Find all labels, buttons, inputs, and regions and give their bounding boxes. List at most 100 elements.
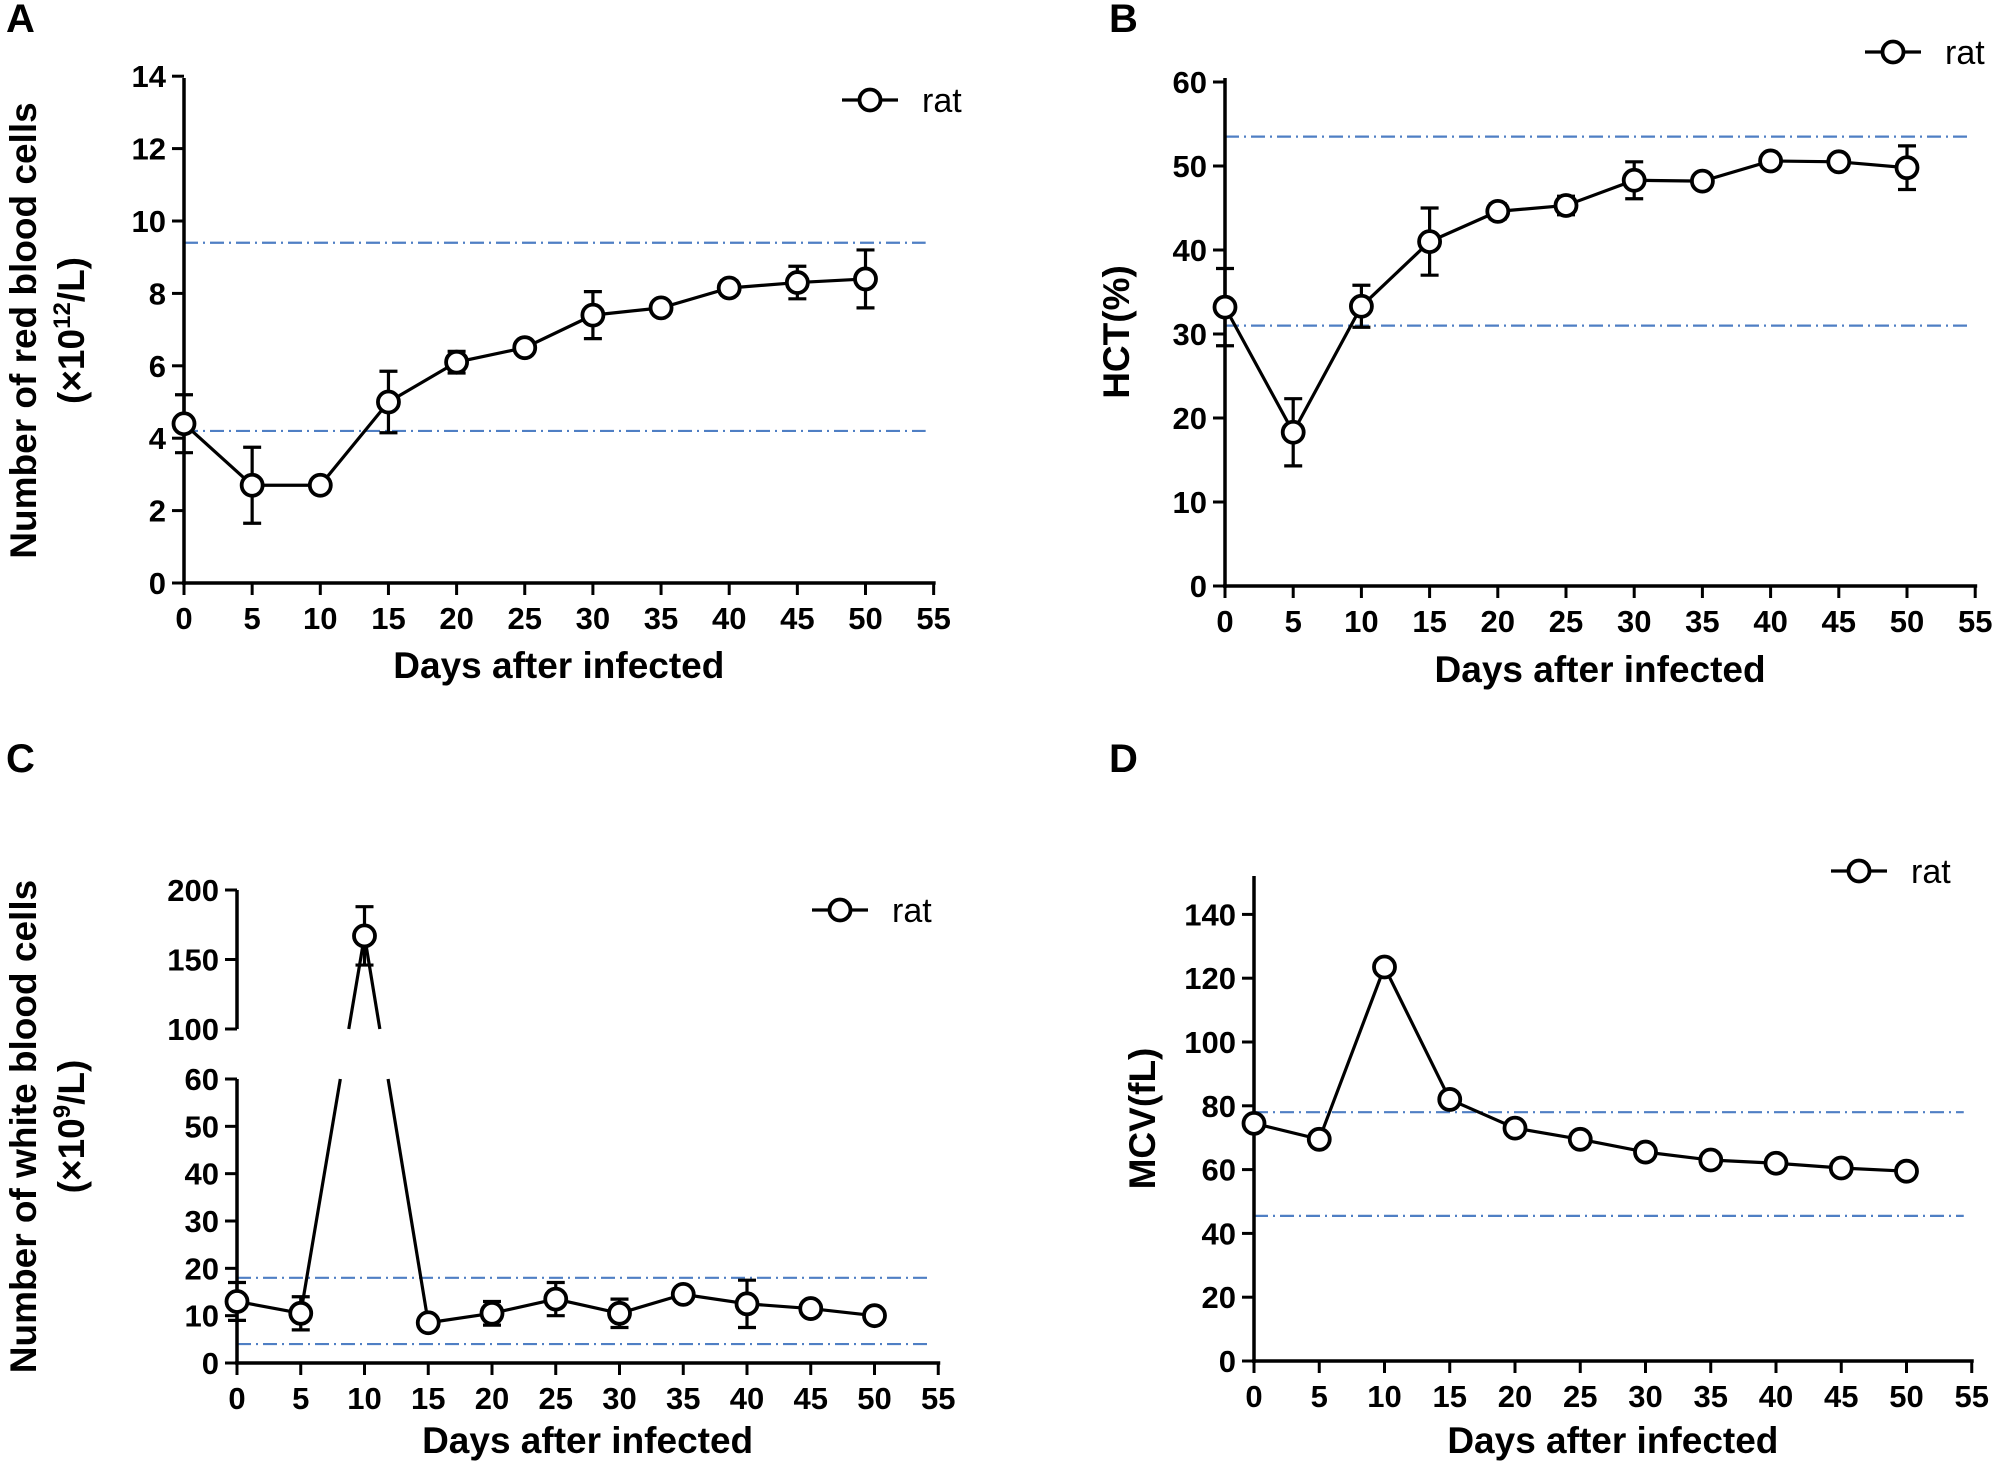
data-point <box>1553 193 1579 218</box>
x-axis-title: Days after infected <box>422 1420 753 1461</box>
x-tick-label: 25 <box>508 601 542 636</box>
y-tick-label: 80 <box>1202 1089 1236 1124</box>
y-axis-unit: (×1012/L) <box>49 257 92 404</box>
y-tick-label: 0 <box>1190 569 1207 604</box>
data-point <box>415 1310 441 1336</box>
panel-a-rbc-chart: A 0 5 10 15 20 25 30 35 40 45 50 55 0 2 4 6 8 10 12 14 Days … <box>0 0 1001 739</box>
y-tick-label: 50 <box>185 1109 219 1144</box>
y-tick-label: 20 <box>185 1251 219 1286</box>
y-tick-label: 40 <box>1202 1216 1236 1251</box>
data-point <box>543 1286 569 1312</box>
data-point <box>784 270 810 295</box>
data-point <box>1417 229 1443 255</box>
panel-a-svg: A 0 5 10 15 20 25 30 35 40 45 50 55 0 2 4 6 8 10 12 14 Days … <box>3 0 962 686</box>
x-tick-label: 35 <box>1685 604 1719 639</box>
data-point <box>1690 168 1715 194</box>
data-point <box>1502 1115 1528 1141</box>
data-point <box>580 302 606 328</box>
series-line-segment <box>347 935 367 1030</box>
y-tick-label: 100 <box>1184 1025 1236 1060</box>
x-tick-label: 35 <box>1694 1379 1728 1414</box>
x-tick-label: 20 <box>439 601 473 636</box>
data-point <box>1763 1150 1789 1176</box>
y-tick-label: 100 <box>167 1012 219 1047</box>
x-tick-label: 15 <box>1412 604 1446 639</box>
x-tick-label: 40 <box>730 1381 764 1416</box>
panel-c-wbc-chart: C 0 5 10 15 20 25 30 35 40 45 50 55 0 10 20 30 40 50 60 100… <box>0 737 1001 1479</box>
x-tick-label: 30 <box>1617 604 1651 639</box>
x-tick-label: 55 <box>1955 1379 1989 1414</box>
x-tick-label: 45 <box>1822 604 1856 639</box>
data-point <box>716 275 742 301</box>
x-tick-label: 35 <box>666 1381 700 1416</box>
panel-label: B <box>1109 0 1138 41</box>
x-tick-label: 30 <box>602 1381 636 1416</box>
data-point <box>648 295 674 321</box>
x-tick-label: 10 <box>1344 604 1378 639</box>
data-point <box>1828 1155 1854 1181</box>
panel-c-svg: C 0 5 10 15 20 25 30 35 40 45 50 55 0 10 20 30 40 50 60 100… <box>3 737 955 1461</box>
x-tick-label: 15 <box>1433 1379 1467 1414</box>
x-tick-label: 55 <box>916 601 950 636</box>
x-tick-label: 10 <box>303 601 337 636</box>
data-point <box>1633 1139 1658 1165</box>
panel-label: D <box>1109 737 1138 781</box>
y-tick-label: 60 <box>1173 65 1207 100</box>
y-tick-label: 0 <box>202 1346 219 1381</box>
x-tick-label: 50 <box>1889 1379 1923 1414</box>
legend-label: rat <box>922 82 962 120</box>
x-tick-label: 50 <box>1890 604 1924 639</box>
x-tick-label: 0 <box>175 601 192 636</box>
data-point <box>1280 419 1306 445</box>
x-tick-label: 20 <box>1498 1379 1532 1414</box>
y-tick-label: 150 <box>167 943 219 978</box>
data-point <box>1567 1126 1593 1152</box>
data-point <box>224 1289 250 1314</box>
y-tick-label: 20 <box>1173 401 1207 436</box>
y-axis-title: Number of white blood cells <box>3 880 44 1373</box>
y-tick-label: 6 <box>149 349 166 384</box>
y-tick-label: 120 <box>1184 961 1236 996</box>
x-tick-label: 0 <box>1216 604 1233 639</box>
data-point <box>798 1296 824 1321</box>
x-tick-label: 30 <box>1628 1379 1662 1414</box>
x-axis-title: Days after infected <box>1435 649 1766 690</box>
data-point <box>1212 294 1238 320</box>
x-tick-label: 40 <box>1759 1379 1793 1414</box>
legend-marker <box>1880 39 1906 65</box>
y-tick-label: 8 <box>149 276 166 311</box>
x-axis-title: Days after infected <box>393 645 724 686</box>
legend-label: rat <box>1945 34 1985 72</box>
x-tick-label: 40 <box>1753 604 1787 639</box>
panel-b-hct-chart: B 0 5 10 15 20 25 30 35 40 45 50 55 0 10 20 30 40 50 60 Day… <box>1001 0 2002 739</box>
data-point <box>670 1281 696 1307</box>
data-point <box>862 1303 887 1329</box>
y-axis-title: MCV(fL) <box>1122 1048 1163 1190</box>
series-line <box>182 277 866 487</box>
data-point <box>239 472 265 498</box>
legend-marker <box>857 87 883 113</box>
x-tick-label: 10 <box>347 1381 381 1416</box>
legend-label: rat <box>1911 853 1951 891</box>
panel-label: C <box>6 737 35 781</box>
x-tick-label: 25 <box>539 1381 573 1416</box>
x-tick-label: 5 <box>1311 1379 1328 1414</box>
x-tick-label: 15 <box>371 601 405 636</box>
data-point <box>171 411 197 437</box>
data-point <box>1485 198 1511 224</box>
data-point <box>1894 155 1920 181</box>
x-tick-label: 20 <box>1481 604 1515 639</box>
y-axis-title: Number of red blood cells <box>3 102 44 558</box>
data-point <box>512 335 538 361</box>
x-tick-label: 50 <box>857 1381 891 1416</box>
data-point <box>1621 167 1647 193</box>
y-tick-label: 14 <box>132 59 167 94</box>
data-point <box>1758 148 1783 174</box>
x-tick-label: 50 <box>848 601 882 636</box>
y-tick-label: 30 <box>1173 317 1207 352</box>
series-line-segment <box>362 935 382 1030</box>
x-tick-label: 25 <box>1563 1379 1597 1414</box>
x-tick-label: 30 <box>576 601 610 636</box>
legend-label: rat <box>892 892 932 930</box>
y-tick-label: 10 <box>1173 485 1207 520</box>
